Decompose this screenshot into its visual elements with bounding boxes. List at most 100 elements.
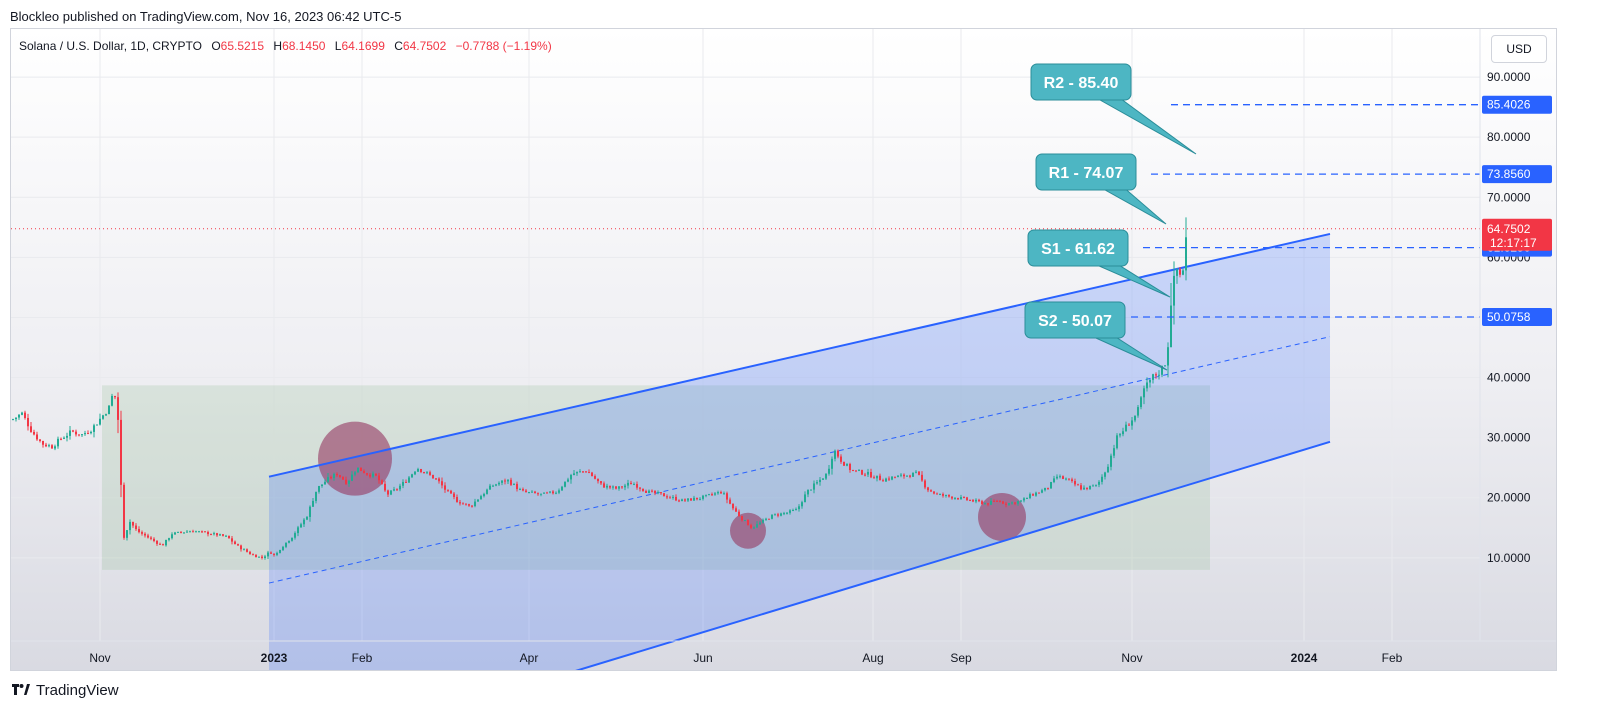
candle-body xyxy=(726,493,728,500)
candle-body xyxy=(336,473,338,476)
candle-body xyxy=(717,492,719,494)
candle-body xyxy=(1098,481,1100,485)
candle-body xyxy=(654,490,656,494)
candle-body xyxy=(663,493,665,497)
candle-body xyxy=(954,497,956,499)
candle-body xyxy=(18,414,20,418)
candle-body xyxy=(96,424,98,426)
candle-body xyxy=(60,438,62,440)
candle-body xyxy=(168,538,170,540)
candle-body xyxy=(366,473,368,475)
candle-body xyxy=(1026,498,1028,500)
candle-body xyxy=(534,491,536,494)
last-price-label: 64.7502 xyxy=(1487,222,1531,236)
change-value: −0.7788 (−1.19%) xyxy=(455,39,552,53)
candle-body xyxy=(783,513,785,515)
candle-body xyxy=(834,450,836,459)
y-tick-label: 20.0000 xyxy=(1487,491,1531,505)
candle-body xyxy=(885,478,887,482)
candle-body xyxy=(996,500,998,502)
candle-body xyxy=(1020,500,1022,502)
candle-body xyxy=(1029,494,1031,499)
candle-body xyxy=(282,546,284,550)
candle-body xyxy=(459,502,461,504)
candle-body xyxy=(1023,498,1025,501)
candle-body xyxy=(861,470,863,475)
candle-body xyxy=(753,527,755,529)
candle-body xyxy=(1014,502,1016,504)
candle-body xyxy=(264,556,266,558)
candle-body xyxy=(327,477,329,482)
currency-button[interactable]: USD xyxy=(1491,35,1547,63)
candle-body xyxy=(672,496,674,498)
candle-body xyxy=(747,520,749,526)
candle-body xyxy=(948,494,950,497)
candle-body xyxy=(102,415,104,419)
candle-body xyxy=(1179,269,1181,275)
candle-body xyxy=(759,522,761,525)
candle-body xyxy=(816,482,818,484)
chart-panel[interactable]: R2 - 85.40 R1 - 74.07 S1 - 61.62 S2 - 50.07… xyxy=(10,28,1557,671)
candle-body xyxy=(405,481,407,483)
candle-body xyxy=(738,511,740,517)
candle-body xyxy=(420,469,422,472)
candle-body xyxy=(1041,490,1043,493)
candle-body xyxy=(1128,424,1130,426)
candle-body xyxy=(855,470,857,472)
candle-body xyxy=(477,499,479,502)
candle-body xyxy=(966,497,968,501)
candle-body xyxy=(402,481,404,486)
candle-body xyxy=(618,486,620,489)
candle-body xyxy=(1173,275,1175,306)
candle-body xyxy=(441,481,443,486)
candle-body xyxy=(762,519,764,523)
candle-body xyxy=(414,471,416,475)
level-badge-label: 50.0758 xyxy=(1487,310,1531,324)
candle-body xyxy=(735,508,737,512)
candle-body xyxy=(1011,502,1013,504)
candle-body xyxy=(960,497,962,500)
callout-1: R2 - 85.40 xyxy=(1030,63,1197,155)
candle-body xyxy=(258,556,260,558)
candle-body xyxy=(1125,424,1127,432)
candle-body xyxy=(546,492,548,494)
x-tick-label: Feb xyxy=(352,651,373,665)
candle-body xyxy=(33,431,35,435)
candle-body xyxy=(261,556,263,558)
candle-body xyxy=(1035,492,1037,496)
candle-body xyxy=(183,532,185,534)
candle-body xyxy=(567,479,569,482)
footer-brand[interactable]: TradingView xyxy=(10,682,119,699)
candle-body xyxy=(603,483,605,488)
y-tick-label: 30.0000 xyxy=(1487,431,1531,445)
x-tick-label: Nov xyxy=(1121,651,1142,665)
high-label: H xyxy=(273,39,283,53)
candle-body xyxy=(1107,466,1109,473)
highlight-circle-2 xyxy=(730,512,766,549)
candle-body xyxy=(375,473,377,476)
candle-body xyxy=(876,475,878,479)
candle-body xyxy=(45,444,47,447)
candle-body xyxy=(888,478,890,480)
symbol-title[interactable]: Solana / U.S. Dollar, 1D, CRYPTO xyxy=(19,39,202,53)
price-chart[interactable]: R2 - 85.40 R1 - 74.07 S1 - 61.62 S2 - 50.07… xyxy=(11,29,1557,671)
candle-body xyxy=(549,491,551,493)
candle-body xyxy=(51,445,53,449)
candle-body xyxy=(621,486,623,488)
callout-pointer xyxy=(1091,95,1197,155)
candle-body xyxy=(597,478,599,482)
candle-body xyxy=(279,549,281,553)
candle-body xyxy=(936,493,938,495)
callout-box xyxy=(1024,301,1126,339)
candle-body xyxy=(708,494,710,496)
last-price-badge-bg xyxy=(1482,218,1552,251)
candle-body xyxy=(561,486,563,491)
candle-body xyxy=(1119,434,1121,436)
level-badge-bg xyxy=(1482,95,1552,114)
level-badge-bg xyxy=(1482,307,1552,326)
highlight-circle-1 xyxy=(318,421,392,496)
candle-body xyxy=(723,493,725,495)
candle-body xyxy=(963,497,965,499)
candle-body xyxy=(519,489,521,491)
x-tick-label: 2023 xyxy=(261,651,288,665)
